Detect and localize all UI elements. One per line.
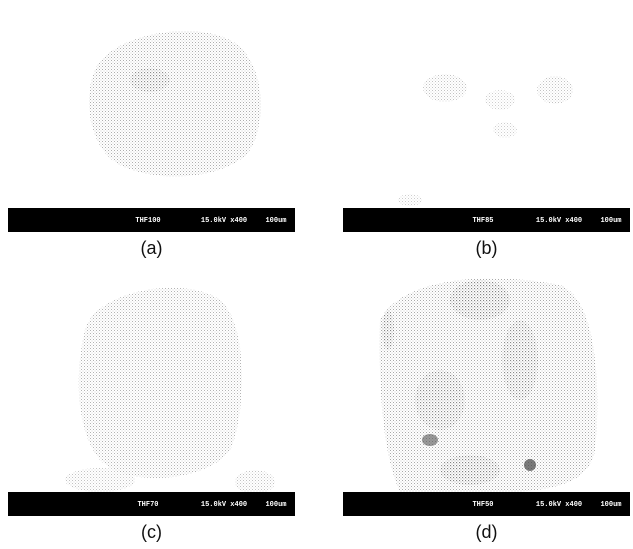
- conditions-label: 15.0kV x400: [536, 501, 582, 509]
- panel-caption: (b): [476, 238, 498, 258]
- micrograph-a: [89, 31, 261, 176]
- conditions-label: 15.0kV x400: [201, 501, 247, 509]
- panel-caption: (a): [141, 238, 163, 258]
- micrograph-c: [65, 288, 275, 494]
- panel-caption: (d): [476, 522, 498, 542]
- conditions-label: 15.0kV x400: [536, 217, 582, 225]
- scale-label: 100um: [265, 501, 286, 509]
- scale-label: 100um: [265, 217, 286, 225]
- sample-label: THF50: [472, 501, 493, 509]
- micrograph-b: [398, 74, 573, 206]
- panel-caption: (c): [141, 522, 162, 542]
- scale-label: 100um: [600, 501, 621, 509]
- scale-label: 100um: [600, 217, 621, 225]
- micrograph-d: [380, 278, 598, 492]
- figure: THF100 15.0kV x400 100um (a) THF85 15.0kV x40…: [0, 0, 633, 549]
- sample-label: THF85: [472, 217, 493, 225]
- sample-label: THF70: [137, 501, 158, 509]
- conditions-label: 15.0kV x400: [201, 217, 247, 225]
- sample-label: THF100: [135, 217, 160, 225]
